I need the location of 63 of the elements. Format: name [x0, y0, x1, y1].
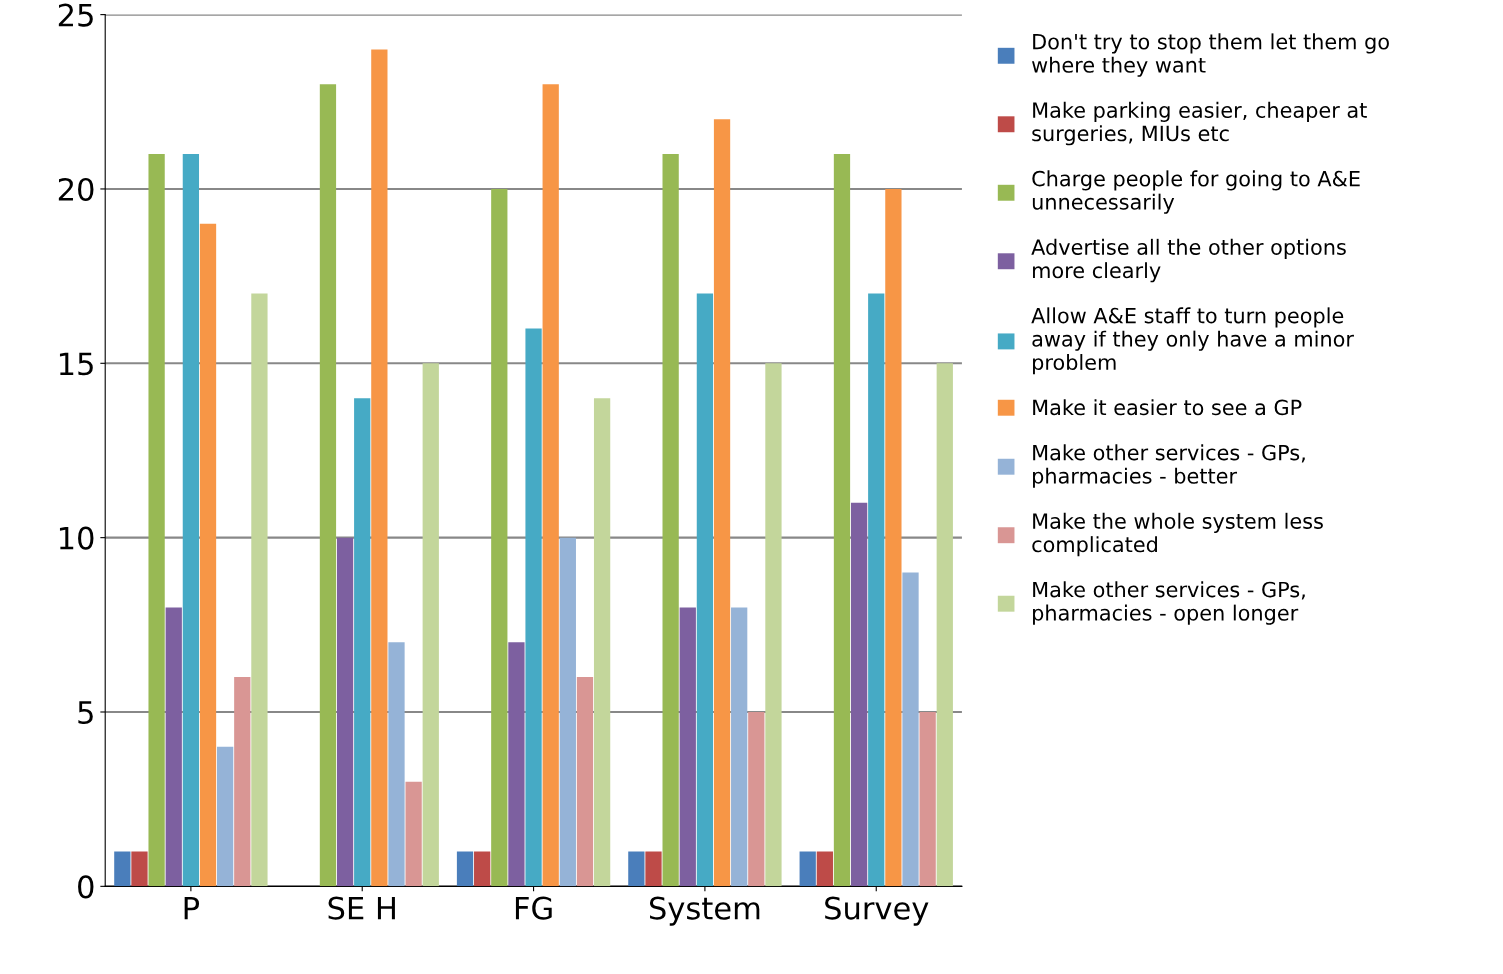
y-tick-label: 20: [58, 177, 94, 201]
bar: [542, 84, 559, 887]
bar: [354, 398, 371, 887]
legend-label: Don't try to stop them let them go where they want: [1032, 33, 1389, 77]
bar: [765, 363, 782, 887]
bar: [696, 293, 714, 887]
bar: [217, 746, 234, 887]
y-tick-label: 25: [58, 3, 93, 27]
bar: [645, 851, 662, 887]
legend-label: Charge people for going to A&E unnecessarily: [1032, 170, 1360, 214]
bar: [902, 572, 919, 887]
bar: [799, 851, 816, 887]
bar: [456, 851, 474, 887]
bar: [525, 328, 542, 887]
legend-label: Make it easier to see a GP: [1033, 399, 1302, 416]
bar: [662, 154, 679, 887]
bar: [422, 363, 439, 887]
bar: [251, 293, 268, 887]
bar: [131, 851, 148, 887]
bar: [182, 154, 200, 887]
legend-label: Make other services - GPs, pharmacies - better: [1033, 444, 1305, 488]
bar: [114, 851, 131, 887]
y-tick-label: 10: [59, 526, 94, 550]
bar: [371, 49, 388, 887]
bar: [936, 363, 953, 887]
bar: [679, 607, 696, 887]
bar: [148, 154, 165, 887]
bar: [319, 84, 337, 887]
bar: [731, 607, 748, 887]
bar: [405, 781, 422, 887]
y-tick-label: 15: [59, 352, 93, 376]
bar: [816, 851, 833, 887]
legend-label: Allow A&E staff to turn people away if they only have a minor problem: [1031, 307, 1354, 375]
bar: [850, 502, 868, 887]
bar: [713, 119, 731, 887]
bar: [388, 642, 405, 887]
bar: [474, 851, 491, 887]
bar: [234, 677, 251, 887]
bar: [508, 642, 525, 887]
legend-label: Make other services - GPs, pharmacies - open longer: [1033, 581, 1305, 625]
bar: [885, 188, 902, 887]
y-tick-label: 5: [78, 701, 93, 725]
bar: [559, 537, 576, 887]
bar: [576, 677, 594, 887]
x-tick-label: FG: [515, 896, 552, 920]
x-tick-label: Survey: [825, 896, 929, 926]
bar: [833, 154, 851, 887]
legend-label: Advertise all the other options more clearly: [1031, 238, 1346, 283]
x-tick-label: P: [184, 897, 200, 920]
bar: [868, 293, 885, 887]
legend-label: Make the whole system less complicated: [1032, 512, 1323, 557]
bar: [199, 223, 217, 887]
bar: [491, 188, 508, 887]
bar: [628, 851, 645, 887]
x-tick-label: System: [649, 896, 760, 926]
x-tick-label: SE H: [328, 896, 395, 920]
bar: [919, 711, 936, 887]
legend-label: Make parking easier, cheaper at surgeries, MIUs etc: [1032, 101, 1367, 146]
bar: [748, 711, 765, 887]
bar: [165, 607, 182, 887]
y-tick-label: 0: [78, 875, 94, 899]
bar: [593, 398, 611, 887]
bar: [336, 537, 354, 887]
